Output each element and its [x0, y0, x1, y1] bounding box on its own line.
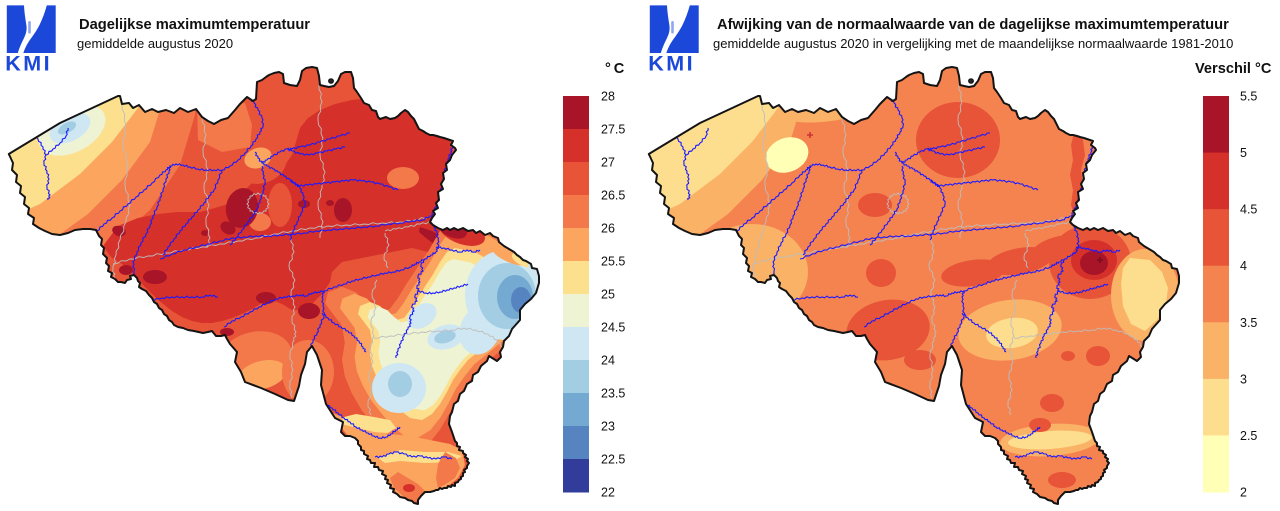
svg-text:22.5: 22.5 [601, 453, 625, 467]
svg-text:KMI: KMI [5, 52, 52, 75]
svg-text:23: 23 [601, 420, 615, 434]
svg-text:23.5: 23.5 [601, 387, 625, 401]
svg-text:24.5: 24.5 [601, 321, 625, 335]
svg-text:4: 4 [1240, 259, 1247, 273]
svg-text:24: 24 [601, 354, 615, 368]
svg-text:25.5: 25.5 [601, 255, 625, 269]
svg-text:4.5: 4.5 [1240, 203, 1257, 217]
svg-text:27: 27 [601, 156, 615, 170]
svg-text:27.5: 27.5 [601, 123, 625, 137]
svg-text:3.5: 3.5 [1240, 316, 1257, 330]
svg-text:3: 3 [1240, 372, 1247, 386]
svg-text:22: 22 [601, 486, 615, 500]
svg-text:5.5: 5.5 [1240, 90, 1257, 104]
svg-text:26: 26 [601, 222, 615, 236]
svg-text:5: 5 [1240, 146, 1247, 160]
svg-text:26.5: 26.5 [601, 189, 625, 203]
svg-text:2.5: 2.5 [1240, 429, 1257, 443]
svg-text:25: 25 [601, 288, 615, 302]
svg-text:28: 28 [601, 90, 615, 104]
svg-text:2: 2 [1240, 485, 1247, 499]
svg-text:KMI: KMI [648, 52, 695, 75]
